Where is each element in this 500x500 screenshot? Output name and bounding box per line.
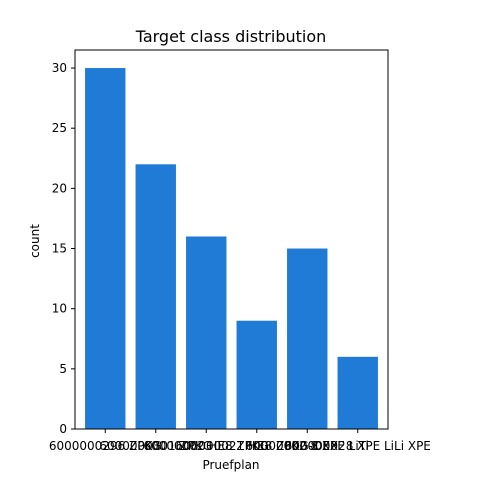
x-tick-label: 60000002 8 XPE LiTi [245, 439, 369, 453]
bar [85, 68, 126, 430]
bar [236, 320, 277, 429]
bar [287, 248, 328, 429]
y-axis: 0 5 10 15 20 25 30 [52, 61, 75, 436]
y-tick-label: 5 [59, 362, 67, 376]
y-tick-label: 10 [52, 302, 67, 316]
plot-frame [74, 49, 389, 430]
x-axis-label: Pruefplan [202, 458, 259, 472]
x-tick-label: 60000002 HE8 ZPKG [143, 439, 269, 453]
x-tick-label: 6000000301 ZPKG [99, 439, 212, 453]
chart-title: Target class distribution [135, 27, 327, 46]
x-tick-label: 600000028 XPE LiLi XPE [285, 439, 431, 453]
y-tick-label: 30 [52, 61, 67, 75]
y-tick-label: 15 [52, 242, 67, 256]
y-axis-label: count [28, 224, 42, 258]
bar [337, 356, 378, 429]
x-tick-label: 600000021 HE8 ZPKG-DEX [175, 439, 338, 453]
bar [135, 164, 176, 430]
bar [186, 236, 227, 429]
y-tick-label: 20 [52, 181, 67, 195]
y-tick-label: 25 [52, 121, 67, 135]
plot-area [85, 68, 378, 430]
y-tick-label: 0 [59, 422, 67, 436]
x-tick-label: 6000000296 ZPKG [49, 439, 162, 453]
